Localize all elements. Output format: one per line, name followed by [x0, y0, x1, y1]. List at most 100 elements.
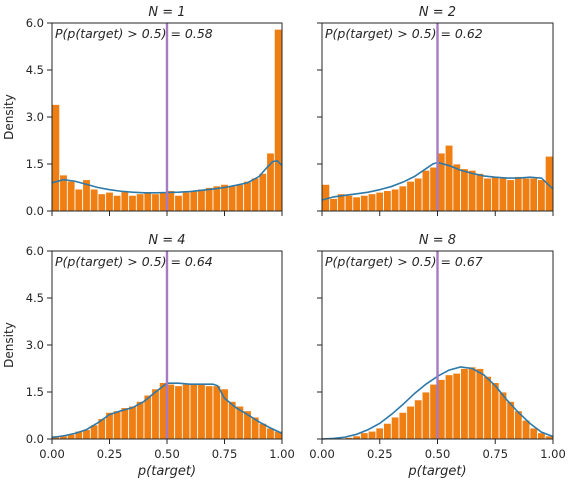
kde-curve	[321, 161, 554, 201]
histogram-bar	[475, 172, 485, 212]
histogram-bar	[112, 194, 122, 212]
panel-1: 0.0 1.5 3.0 4.5 6.0 N = 1 P(p(target) > 0.5) =…	[2, 5, 283, 218]
y-tick-label: 4.5	[26, 291, 44, 305]
histogram-bar	[360, 432, 369, 440]
kde-curve	[51, 382, 283, 439]
y-axis-label: Density	[2, 322, 16, 368]
x-tick-label: 0.75	[212, 447, 238, 461]
histogram-bar	[398, 185, 408, 212]
histogram-bar	[273, 28, 283, 212]
histogram-bar	[406, 180, 415, 212]
histogram-bar	[197, 383, 206, 440]
histogram-bar	[143, 191, 153, 212]
y-tick-label: 0.0	[26, 204, 44, 218]
histogram-bar	[444, 144, 454, 212]
histogram-bar	[413, 177, 423, 212]
histogram-bar	[151, 193, 160, 212]
histogram-bar	[227, 185, 237, 212]
histogram-bar	[537, 179, 546, 212]
histogram-bar	[189, 383, 199, 440]
histogram-bar	[181, 383, 191, 440]
histogram-bar	[406, 405, 415, 440]
x-tick-label: 0.00	[309, 447, 335, 461]
y-tick-label: 1.5	[26, 385, 44, 399]
kde-curve	[51, 160, 283, 194]
histogram-bar	[529, 177, 539, 212]
histogram-bar	[143, 394, 153, 440]
histogram-bar	[390, 188, 400, 212]
histogram-bar	[243, 180, 252, 212]
histogram-bar	[128, 194, 137, 212]
probability-annotation: P(p(target) > 0.5) = 0.58	[55, 26, 213, 41]
histogram-bar	[174, 385, 183, 440]
y-tick-label: 4.5	[26, 63, 44, 77]
histogram-bar	[383, 190, 392, 212]
histogram-bar	[344, 194, 354, 212]
x-tick-label: 0.50	[425, 447, 451, 461]
histogram-bar	[529, 427, 539, 440]
probability-annotation: P(p(target) > 0.5) = 0.67	[325, 254, 483, 269]
histogram-bar	[97, 193, 107, 212]
histogram-bar	[360, 194, 369, 212]
panel-title: N = 2	[419, 5, 456, 20]
panel-3: 0.0 1.5 3.0 4.5 6.0 0.00 0.25 0.50 0.75 1.00 N = 4…	[2, 233, 295, 479]
x-tick-label: 0.50	[154, 447, 180, 461]
x-axis-label: p(target)	[407, 464, 466, 479]
histogram-bar	[135, 193, 145, 212]
y-tick-label: 3.0	[26, 338, 44, 352]
histogram-bar	[452, 163, 461, 212]
panel-title: N = 4	[148, 233, 185, 248]
histogram-bar	[367, 430, 377, 440]
x-tick-label: 1.00	[540, 447, 566, 461]
histogram-bar	[490, 382, 500, 440]
panel-4: 0.00 0.25 0.50 0.75 1.00 N = 8 P(p(target) > 0…	[309, 233, 566, 479]
histogram-bar	[151, 388, 160, 440]
histogram-bar	[74, 188, 84, 212]
x-axis-label: p(target)	[137, 464, 196, 479]
histogram-bar	[413, 399, 423, 440]
y-tick-label: 3.0	[26, 110, 44, 124]
y-tick-label: 6.0	[26, 244, 44, 258]
histogram-bar	[66, 180, 76, 212]
histogram-bar	[521, 177, 531, 212]
histogram-bar	[120, 407, 130, 440]
panel-title: N = 1	[148, 5, 185, 20]
histogram-bar	[128, 405, 137, 440]
histogram-bar	[204, 385, 214, 440]
histogram-bar	[135, 400, 145, 440]
histogram-bar	[329, 198, 338, 212]
histogram-bar	[174, 194, 183, 212]
histogram-bar	[189, 190, 199, 212]
y-tick-label: 1.5	[26, 157, 44, 171]
histogram-bar	[506, 179, 515, 212]
histogram-bar	[235, 183, 245, 212]
probability-annotation: P(p(target) > 0.5) = 0.62	[325, 26, 483, 41]
histogram-bar	[352, 196, 361, 212]
histogram-bar	[483, 375, 492, 440]
x-tick-label: 0.75	[482, 447, 508, 461]
x-tick-label: 0.25	[97, 447, 123, 461]
histogram-bar	[421, 391, 431, 440]
histogram-bar	[467, 366, 477, 440]
histogram-bar	[398, 411, 408, 440]
histogram-bar	[212, 385, 222, 440]
histogram-bar	[514, 176, 523, 212]
histogram-bar	[367, 193, 377, 212]
panel-2: N = 2 P(p(target) > 0.5) = 0.62	[317, 5, 554, 216]
histogram-bar	[460, 368, 469, 440]
histogram-bar	[383, 422, 392, 440]
y-tick-label: 6.0	[26, 16, 44, 30]
histogram-bar	[112, 410, 122, 440]
y-axis-label: Density	[2, 94, 16, 140]
panel-title: N = 8	[419, 233, 456, 248]
probability-annotation: P(p(target) > 0.5) = 0.64	[55, 254, 213, 269]
histogram-bar	[375, 427, 384, 440]
histogram-bar	[105, 191, 114, 212]
histogram-bar	[220, 388, 229, 440]
x-tick-label: 0.25	[367, 447, 393, 461]
histogram-bar	[390, 416, 400, 440]
histogram-bar	[204, 187, 214, 212]
histogram-bar	[498, 177, 508, 212]
histogram-bar	[51, 104, 61, 212]
